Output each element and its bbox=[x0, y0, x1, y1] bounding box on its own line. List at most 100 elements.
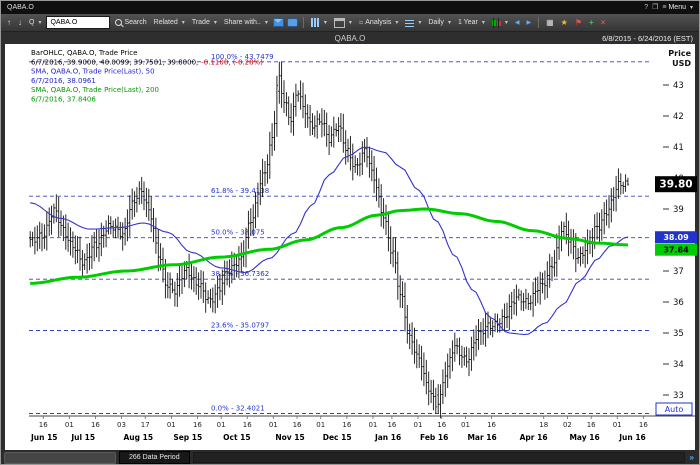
price-tag-37.84 bbox=[655, 243, 697, 256]
x-month-label: Jan 16 bbox=[374, 433, 401, 442]
window-restore-icon[interactable] bbox=[652, 4, 658, 11]
chart-type-dropdown[interactable] bbox=[309, 17, 329, 28]
trade-label: Trade bbox=[191, 19, 210, 26]
fast-forward-button[interactable] bbox=[688, 453, 696, 462]
price-tag-label: 39.80 bbox=[659, 179, 692, 191]
trade-dropdown[interactable]: Trade bbox=[190, 18, 219, 27]
arrow-left-icon bbox=[515, 17, 520, 28]
candle-style-dropdown[interactable] bbox=[490, 17, 510, 29]
x-day-label: 01 bbox=[316, 421, 325, 429]
message-share-icon[interactable] bbox=[286, 18, 298, 27]
close-chart-button[interactable] bbox=[599, 17, 608, 28]
window-layout-dropdown[interactable] bbox=[332, 17, 354, 29]
x-day-label: 16 bbox=[587, 421, 596, 429]
share-label: Share with.. bbox=[223, 19, 261, 26]
x-month-label: Mar 16 bbox=[467, 433, 496, 442]
scrollbar-thumb[interactable] bbox=[4, 451, 116, 464]
legend-line-1: BarOHLC, QABA.O, Trade Price bbox=[31, 49, 137, 57]
fib-label-0.0%: 0.0% - 32.4021 bbox=[211, 405, 265, 413]
indicator-lines-icon bbox=[405, 18, 415, 27]
search-button[interactable]: Search bbox=[113, 18, 148, 27]
fib-label-61.8%: 61.8% - 39.4138 bbox=[211, 187, 269, 195]
bar-chart-icon bbox=[310, 18, 320, 27]
toolbar-separator bbox=[302, 17, 304, 28]
arrow-up-icon bbox=[7, 18, 11, 27]
price-tick-label: 34 bbox=[673, 360, 684, 370]
indicator-style-dropdown[interactable] bbox=[403, 17, 423, 28]
related-dropdown[interactable]: Related bbox=[152, 18, 187, 27]
flag-button[interactable] bbox=[573, 17, 584, 28]
x-month-label: Jul 15 bbox=[70, 433, 95, 442]
price-tick-label: 43 bbox=[673, 81, 684, 91]
analysis-dropdown[interactable]: Analysis bbox=[357, 17, 400, 28]
price-tick-label: 39 bbox=[673, 205, 684, 215]
auto-scale-label: Auto bbox=[665, 405, 684, 414]
x-day-label: 01 bbox=[65, 421, 74, 429]
email-share-icon[interactable] bbox=[272, 18, 284, 27]
price-tag-label: 38.09 bbox=[663, 233, 689, 242]
scrollbar-track[interactable] bbox=[192, 452, 685, 463]
legend-line-3: SMA, QABA.O, Trade Price(Last), 50 bbox=[31, 68, 155, 76]
x-day-label: 01 bbox=[414, 421, 423, 429]
auto-scale-button[interactable] bbox=[655, 402, 693, 416]
menu-button[interactable]: Menu bbox=[662, 4, 693, 11]
x-day-label: 18 bbox=[539, 421, 548, 429]
grid-icon bbox=[546, 18, 554, 27]
nav-forward-button[interactable] bbox=[16, 17, 24, 28]
arrow-right-icon bbox=[526, 17, 531, 28]
x-day-label: 16 bbox=[193, 421, 202, 429]
ohlc-bars bbox=[29, 61, 629, 419]
search-icon bbox=[115, 19, 123, 26]
x-month-label: Dec 15 bbox=[323, 433, 352, 442]
star-icon bbox=[561, 18, 568, 27]
x-day-label: 01 bbox=[613, 421, 622, 429]
price-tick-label: 42 bbox=[673, 112, 684, 122]
legend-line-4: 6/7/2016, 38.0961 bbox=[31, 77, 96, 85]
favorites-button[interactable] bbox=[559, 17, 570, 28]
x-day-label: 16 bbox=[91, 421, 100, 429]
price-chart[interactable]: 100.0% - 43.7479 61.8% - 39.4138 50.0% - 3… bbox=[5, 44, 697, 450]
x-month-label: Apr 16 bbox=[520, 433, 548, 442]
symbol-type-dropdown[interactable]: Q bbox=[27, 18, 43, 27]
price-tag-39.80 bbox=[655, 176, 697, 193]
x-day-label: 17 bbox=[141, 421, 150, 429]
price-tag-label: 37.84 bbox=[663, 246, 689, 255]
symbol-input[interactable]: QABA.O bbox=[46, 16, 111, 29]
x-month-label: Jun 15 bbox=[30, 433, 58, 442]
add-study-button[interactable] bbox=[587, 17, 596, 28]
legend-line-5: SMA, QABA.O, Trade Price(Last), 200 bbox=[31, 86, 159, 94]
share-dropdown[interactable]: Share with.. bbox=[222, 18, 270, 27]
x-day-label: 16 bbox=[39, 421, 48, 429]
x-month-label: May 16 bbox=[569, 433, 599, 442]
data-period-button[interactable]: 266 Data Period bbox=[119, 451, 190, 464]
scroll-left-button[interactable] bbox=[513, 16, 522, 29]
scroll-right-button[interactable] bbox=[524, 16, 533, 29]
x-day-label: 01 bbox=[167, 421, 176, 429]
chart-symbol-title: QABA.O bbox=[334, 33, 366, 43]
menu-label: Menu bbox=[668, 4, 686, 11]
x-month-label: Feb 16 bbox=[420, 433, 448, 442]
interval-dropdown[interactable]: Daily bbox=[426, 18, 453, 27]
price-axis-currency: USD bbox=[672, 59, 691, 68]
x-day-label: 01 bbox=[269, 421, 278, 429]
price-tick-label: 33 bbox=[673, 391, 684, 401]
x-month-label: Sep 15 bbox=[173, 433, 202, 442]
nav-back-button[interactable] bbox=[5, 17, 13, 28]
interval-label: Daily bbox=[428, 19, 444, 26]
x-day-label: 16 bbox=[243, 421, 252, 429]
fib-label-23.6%: 23.6% - 35.0797 bbox=[211, 322, 269, 330]
x-day-label: 16 bbox=[293, 421, 302, 429]
price-tick-label: 36 bbox=[673, 298, 684, 308]
analysis-label: Analysis bbox=[365, 19, 392, 26]
fib-label-50.0%: 50.0% - 38.075 bbox=[211, 229, 265, 237]
price-tick-label: 41 bbox=[673, 143, 684, 153]
help-icon[interactable] bbox=[644, 4, 648, 11]
search-label: Search bbox=[124, 19, 147, 26]
range-dropdown[interactable]: 1 Year bbox=[456, 18, 487, 27]
legend-line-6: 6/7/2016, 37.8406 bbox=[31, 96, 96, 104]
flag-icon bbox=[575, 18, 582, 27]
fib-label-100.0%: 100.0% - 43.7479 bbox=[211, 53, 274, 61]
close-icon bbox=[601, 18, 606, 27]
x-day-label: 16 bbox=[487, 421, 496, 429]
grid-layout-button[interactable] bbox=[544, 17, 556, 28]
